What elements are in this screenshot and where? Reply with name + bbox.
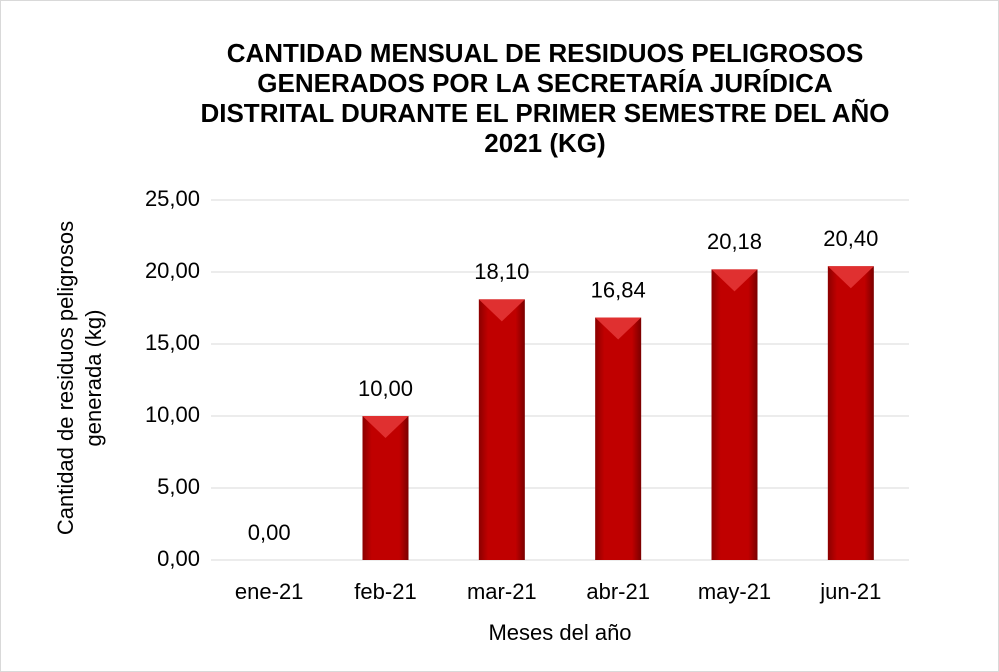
chart-title: CANTIDAD MENSUAL DE RESIDUOS PELIGROSOS … xyxy=(200,38,890,158)
data-label: 20,40 xyxy=(823,226,878,251)
bar-bevel xyxy=(711,269,758,292)
bar-bevel xyxy=(362,416,409,438)
bar xyxy=(478,299,525,560)
x-tick-label: mar-21 xyxy=(467,579,537,604)
y-tick-label: 20,00 xyxy=(145,258,200,283)
y-tick-label: 15,00 xyxy=(145,330,200,355)
data-label: 20,18 xyxy=(707,229,762,254)
y-tick-label: 0,00 xyxy=(157,546,200,571)
bar-bevel xyxy=(595,317,642,340)
x-tick-label: feb-21 xyxy=(354,579,416,604)
y-tick-label: 5,00 xyxy=(157,474,200,499)
data-label: 18,10 xyxy=(474,259,529,284)
bar xyxy=(711,269,758,560)
y-tick-label: 10,00 xyxy=(145,402,200,427)
bar-bevel xyxy=(827,266,874,289)
y-tick-label: 25,00 xyxy=(145,186,200,211)
x-tick-label: abr-21 xyxy=(586,579,650,604)
x-tick-label: may-21 xyxy=(698,579,771,604)
bar-bevel xyxy=(478,299,525,322)
bar xyxy=(595,317,642,560)
x-axis-label: Meses del año xyxy=(488,620,631,645)
data-label: 0,00 xyxy=(248,520,291,545)
data-label: 16,84 xyxy=(591,277,646,302)
x-tick-label: jun-21 xyxy=(819,579,881,604)
x-tick-label: ene-21 xyxy=(235,579,304,604)
bar xyxy=(362,416,409,560)
y-axis-label: Cantidad de residuos peligrosos generada… xyxy=(53,220,106,536)
data-label: 10,00 xyxy=(358,376,413,401)
bar xyxy=(827,266,874,560)
